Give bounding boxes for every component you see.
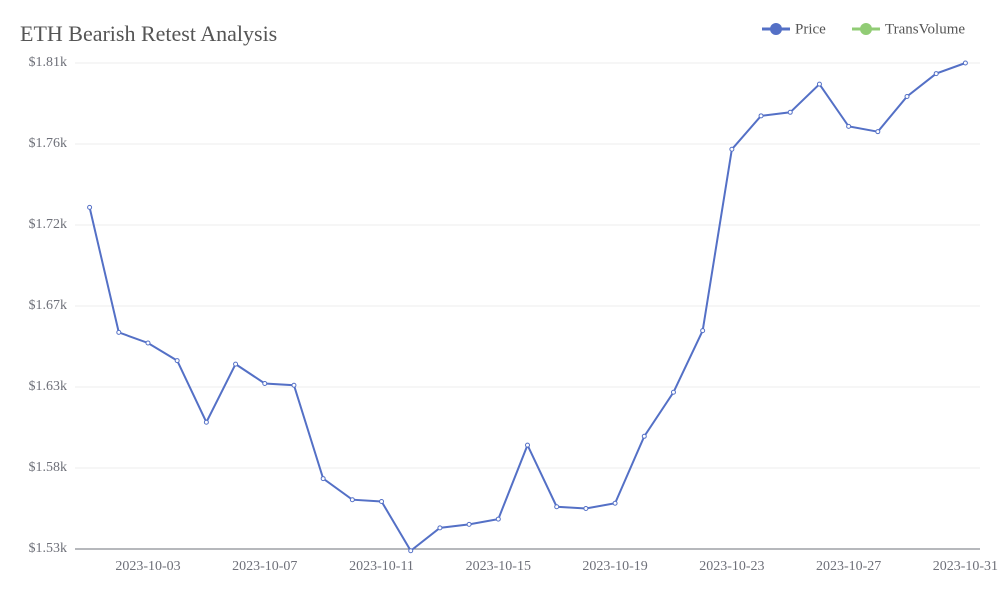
data-point — [816, 81, 822, 87]
data-point — [87, 204, 93, 210]
data-point — [203, 419, 209, 425]
data-point — [904, 93, 910, 99]
data-point — [233, 361, 239, 367]
x-tick-label: 2023-10-11 — [349, 559, 414, 574]
data-point — [379, 498, 385, 504]
data-point — [933, 71, 939, 77]
data-point — [466, 521, 472, 527]
data-point — [846, 123, 852, 129]
data-point — [408, 548, 414, 554]
x-tick-label: 2023-10-27 — [816, 559, 881, 574]
x-tick-label: 2023-10-07 — [232, 559, 297, 574]
data-point — [612, 500, 618, 506]
data-point — [670, 389, 676, 395]
y-tick-label: $1.67k — [29, 298, 68, 313]
data-point — [116, 329, 122, 335]
data-point — [962, 60, 968, 66]
x-tick-label: 2023-10-19 — [582, 559, 647, 574]
data-point — [291, 382, 297, 388]
data-point — [700, 328, 706, 334]
x-tick-label: 2023-10-31 — [933, 559, 998, 574]
data-point — [437, 525, 443, 531]
data-point — [145, 340, 151, 346]
data-point — [583, 506, 589, 511]
data-point — [262, 380, 268, 386]
x-tick-label: 2023-10-03 — [115, 559, 180, 574]
data-point — [525, 442, 530, 448]
legend-label: TransVolume — [885, 21, 965, 37]
legend-label: Price — [795, 21, 826, 37]
y-tick-label: $1.58k — [29, 460, 68, 475]
x-tick-label: 2023-10-15 — [466, 559, 531, 574]
legend-swatch-dot — [770, 23, 782, 35]
x-tick-label: 2023-10-23 — [699, 559, 764, 574]
y-tick-label: $1.63k — [29, 379, 68, 394]
series-line — [88, 62, 966, 553]
data-point — [495, 516, 501, 522]
y-tick-label: $1.81k — [29, 55, 68, 70]
chart-title: ETH Bearish Retest Analysis — [20, 21, 277, 46]
y-tick-label: $1.76k — [29, 136, 68, 151]
data-point — [729, 146, 735, 152]
data-point — [875, 129, 881, 135]
y-tick-label: $1.53k — [29, 541, 68, 556]
data-point — [554, 504, 560, 510]
legend-swatch-dot — [860, 23, 872, 35]
data-point — [641, 433, 647, 439]
data-point — [758, 113, 764, 119]
data-point — [320, 476, 326, 482]
data-point — [174, 358, 180, 364]
data-point — [787, 109, 793, 115]
data-point — [349, 497, 355, 503]
y-tick-label: $1.72k — [29, 217, 68, 232]
